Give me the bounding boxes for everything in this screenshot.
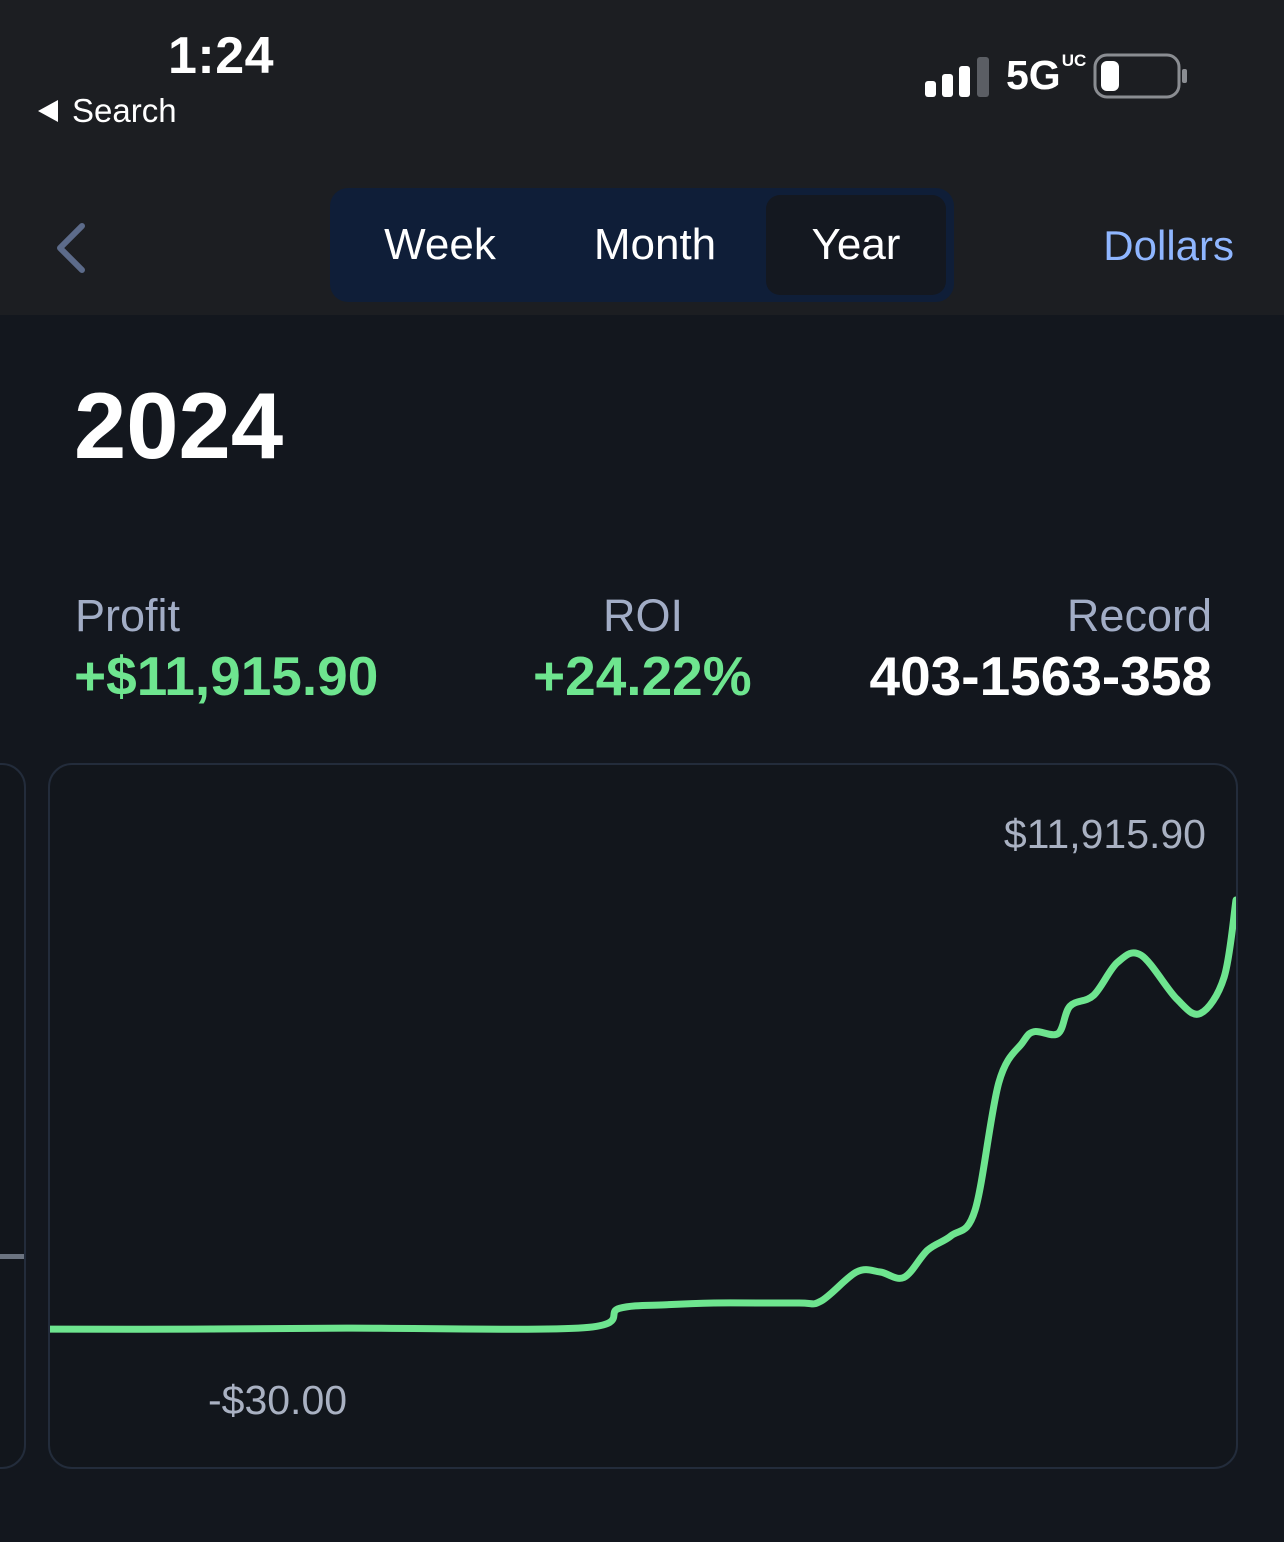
profit-label: Profit	[75, 590, 181, 641]
roi-value: +24.22%	[533, 645, 752, 707]
roi-label: ROI	[602, 590, 683, 641]
network-type: 5G	[1006, 52, 1061, 98]
period-segmented-control: Week Month Year	[330, 188, 954, 302]
tab-year[interactable]: Year	[766, 195, 946, 295]
profit-chart-card[interactable]: $11,915.90 -$30.00	[48, 763, 1238, 1469]
network-indicator: 5GUC	[1006, 52, 1086, 99]
back-triangle-icon	[38, 100, 58, 122]
chevron-left-icon[interactable]	[52, 220, 92, 276]
profit-series-line	[50, 896, 1236, 1333]
previous-chart-card[interactable]	[0, 763, 26, 1469]
profit-value: +$11,915.90	[74, 645, 379, 707]
network-badge: UC	[1061, 51, 1087, 70]
tab-week[interactable]: Week	[384, 220, 496, 269]
previous-chart-line	[0, 1254, 24, 1259]
back-app-label: Search	[72, 92, 177, 129]
record-value: 403-1563-358	[869, 645, 1212, 707]
chart-max-label: $11,915.90	[1003, 811, 1206, 857]
profit-line-chart	[50, 896, 1236, 1333]
units-toggle-button[interactable]: Dollars	[1103, 222, 1234, 269]
record-label: Record	[1066, 590, 1212, 641]
battery-icon	[1093, 53, 1187, 99]
status-time: 1:24	[168, 27, 275, 85]
chart-min-label: -$30.00	[208, 1377, 348, 1423]
period-title: 2024	[74, 373, 284, 478]
signal-strength-icon	[925, 57, 989, 97]
back-to-app-button[interactable]: Search	[38, 92, 177, 130]
tab-month[interactable]: Month	[593, 220, 717, 269]
